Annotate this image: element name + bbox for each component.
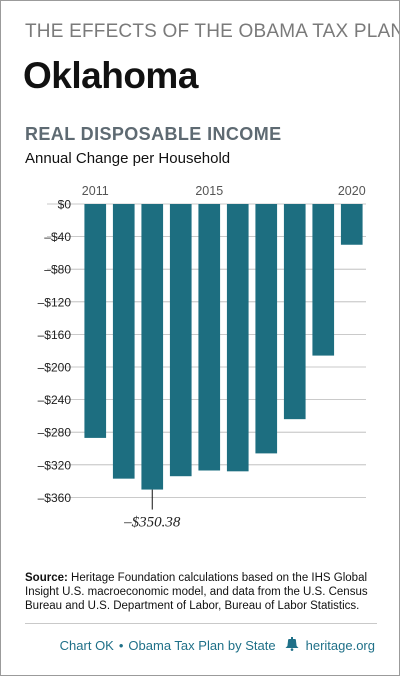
- source-label: Source:: [25, 572, 68, 584]
- bar-2015: [198, 204, 221, 471]
- y-tick-label: –$240: [38, 393, 72, 407]
- y-tick-label: –$120: [38, 295, 72, 309]
- x-tick-label: 2015: [195, 184, 223, 198]
- chart-title: REAL DISPOSABLE INCOME: [25, 124, 282, 144]
- bar-2017: [255, 204, 278, 454]
- footer-separator: •: [118, 638, 124, 653]
- bar-2016: [226, 204, 249, 472]
- bar-2018: [283, 204, 306, 420]
- y-tick-label: $0: [58, 198, 72, 212]
- y-tick-label: –$280: [38, 426, 72, 440]
- bar-chart: $0 –$40 –$80 –$120 –$160 –$200 –$240 –$280 –$320…: [38, 184, 366, 531]
- y-tick-label: –$80: [44, 263, 71, 277]
- x-tick-label: 2011: [82, 184, 109, 198]
- source-text: Heritage Foundation calculations based o…: [25, 572, 368, 612]
- y-tick-label: –$160: [38, 328, 72, 342]
- bar-2019: [312, 204, 335, 356]
- chart-id: Chart OK: [59, 638, 114, 653]
- footer-divider: [25, 623, 377, 624]
- bar-2011: [84, 204, 107, 438]
- footer: Chart OK • Obama Tax Plan by State herit…: [60, 637, 375, 654]
- x-tick-label: 2020: [338, 184, 366, 198]
- series-name: Obama Tax Plan by State: [128, 638, 276, 653]
- state-title: Oklahoma: [23, 55, 198, 96]
- source-note: Source: Heritage Foundation calculations…: [25, 571, 385, 613]
- bar-2014: [169, 204, 192, 477]
- y-tick-label: –$200: [38, 361, 72, 375]
- bar-2020: [340, 204, 363, 245]
- chart-subtitle: Annual Change per Household: [25, 150, 231, 167]
- bar-2013: [141, 204, 164, 490]
- bar-2012: [112, 204, 135, 479]
- y-tick-label: –$360: [38, 491, 72, 505]
- liberty-bell-icon: [284, 637, 300, 654]
- site-link[interactable]: heritage.org: [305, 638, 375, 653]
- y-tick-label: –$40: [44, 230, 71, 244]
- y-tick-label: –$320: [38, 458, 72, 472]
- annotation-label: –$350.38: [123, 515, 181, 531]
- supertitle: THE EFFECTS OF THE OBAMA TAX PLAN: [25, 21, 400, 42]
